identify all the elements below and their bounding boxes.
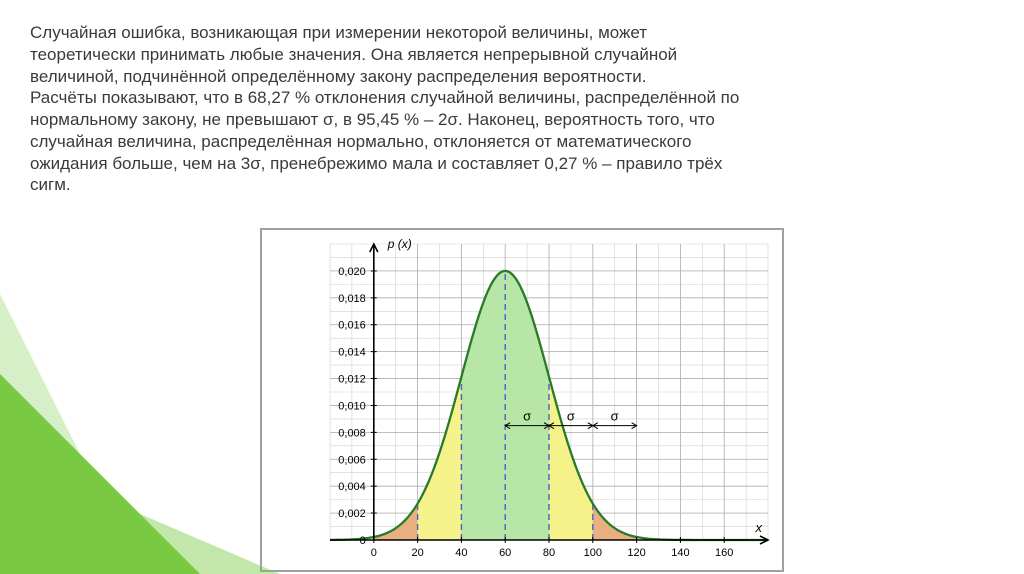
svg-text:x: x [755,520,763,535]
svg-text:60: 60 [499,547,511,559]
distribution-chart: 0 0,002 0,004 0,006 0,008 0,010 0,012 0,014 0,01… [260,228,784,572]
paragraph-2: Расчёты показывают, что в 68,27 % отклон… [30,88,739,194]
svg-text:120: 120 [627,547,645,559]
svg-text:σ: σ [523,409,531,424]
svg-text:0,010: 0,010 [338,400,366,412]
svg-text:140: 140 [671,547,689,559]
svg-text:0: 0 [371,547,377,559]
decor-triangle-1 [0,374,200,574]
svg-text:0,006: 0,006 [338,454,366,466]
svg-text:40: 40 [455,547,467,559]
svg-text:0,004: 0,004 [338,481,366,493]
paragraph-1: Случайная ошибка, возникающая при измере… [30,23,677,86]
body-text: Случайная ошибка, возникающая при измере… [30,22,750,196]
svg-text:0,020: 0,020 [338,266,366,278]
svg-text:0,012: 0,012 [338,374,366,386]
svg-text:80: 80 [543,547,555,559]
svg-text:0: 0 [360,535,366,547]
svg-text:0,002: 0,002 [338,508,366,520]
svg-text:σ: σ [611,409,619,424]
svg-text:0,016: 0,016 [338,320,366,332]
svg-text:0,008: 0,008 [338,427,366,439]
svg-text:σ: σ [567,409,575,424]
svg-text:160: 160 [715,547,733,559]
svg-text:p (x): p (x) [387,237,412,251]
svg-text:0,014: 0,014 [338,347,366,359]
svg-text:20: 20 [411,547,423,559]
svg-text:0,018: 0,018 [338,293,366,305]
svg-text:100: 100 [584,547,602,559]
